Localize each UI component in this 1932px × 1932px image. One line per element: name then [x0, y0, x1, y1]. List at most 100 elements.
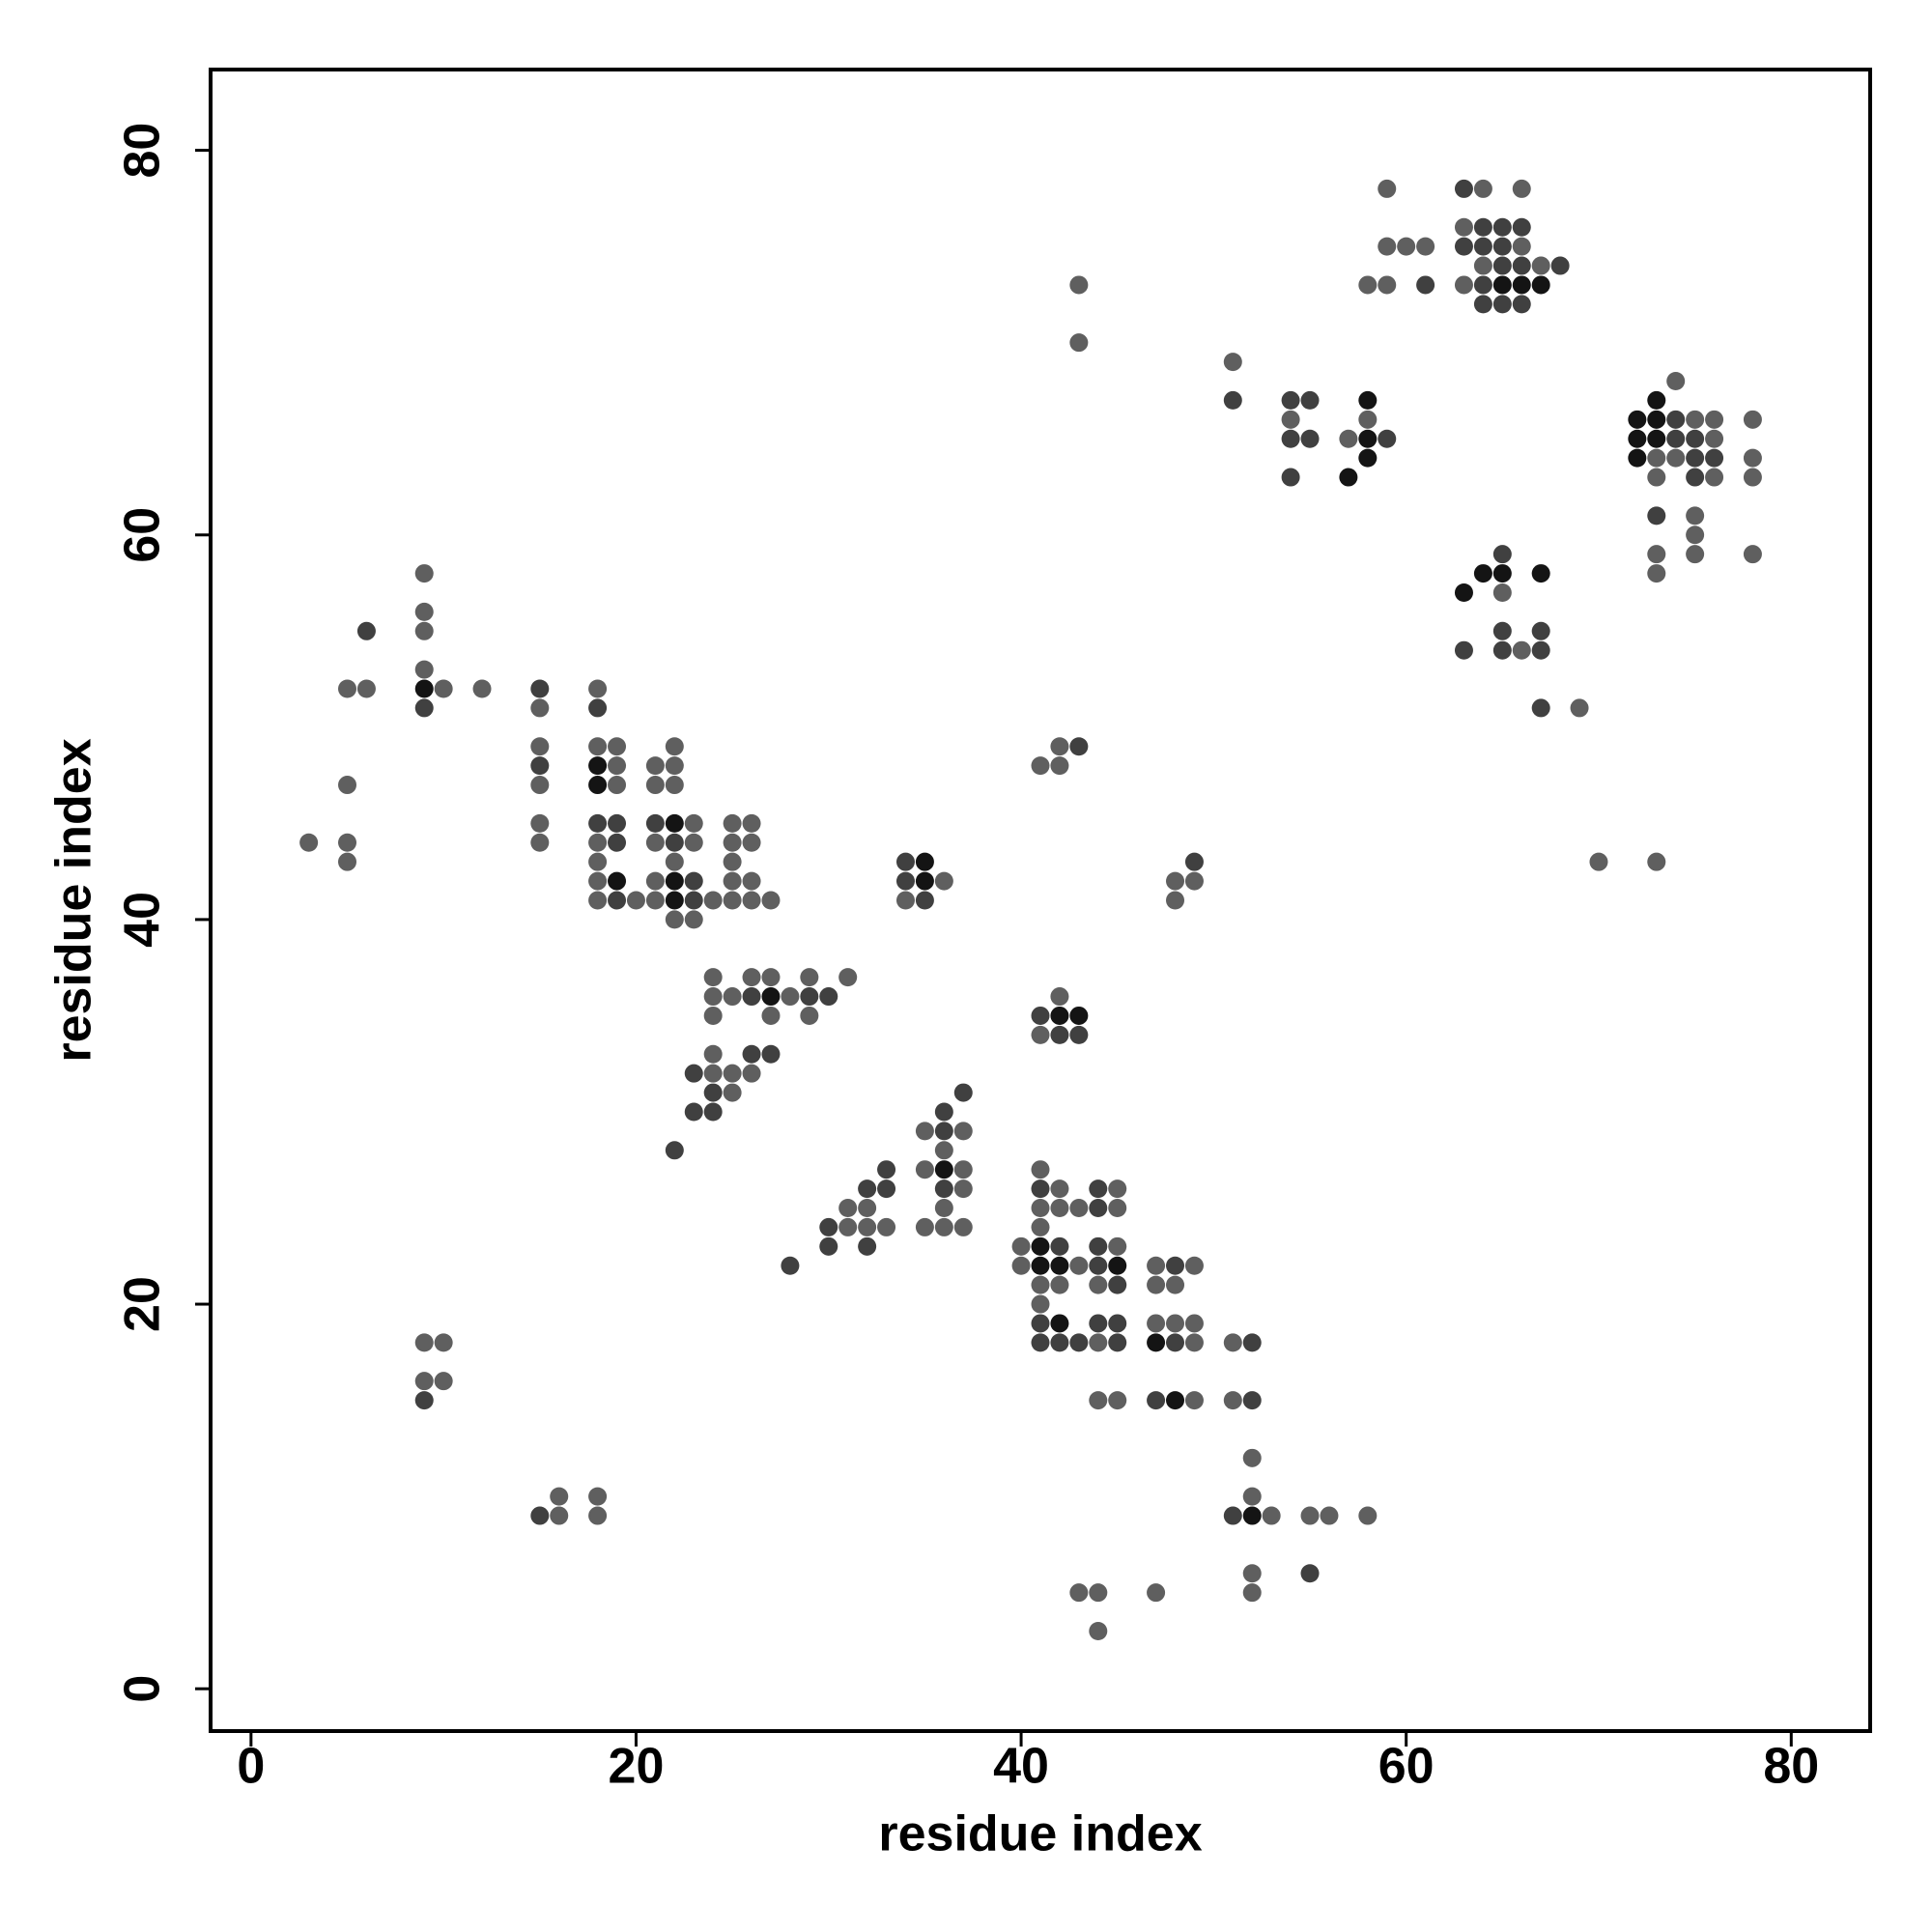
point [1166, 1314, 1185, 1333]
point [877, 1160, 896, 1179]
point [588, 756, 608, 776]
point [588, 679, 608, 698]
point [1300, 390, 1320, 410]
point [1512, 275, 1531, 295]
point [781, 987, 800, 1007]
point [1570, 698, 1589, 718]
point [1358, 1506, 1378, 1525]
point [645, 833, 665, 852]
point [800, 1006, 819, 1025]
point [1300, 1564, 1320, 1583]
point [1108, 1179, 1127, 1199]
point [1492, 237, 1512, 256]
point [588, 813, 608, 833]
point [858, 1217, 877, 1236]
point [1108, 1275, 1127, 1294]
point [1492, 640, 1512, 660]
point [1705, 410, 1724, 429]
point [800, 968, 819, 987]
point [608, 891, 627, 910]
point [1089, 1621, 1108, 1640]
point [684, 891, 703, 910]
point [1031, 1025, 1050, 1044]
point [1242, 1487, 1262, 1506]
point [588, 1487, 608, 1506]
point [414, 621, 434, 640]
point [684, 871, 703, 891]
point [299, 833, 319, 852]
x-axis-title: residue index [878, 1806, 1202, 1862]
point [1050, 1199, 1069, 1218]
point [1686, 526, 1705, 545]
point [1512, 295, 1531, 314]
point [723, 833, 742, 852]
point [608, 871, 627, 891]
point [338, 679, 357, 698]
point [1147, 1256, 1166, 1275]
x-tick-label: 40 [993, 1739, 1049, 1795]
point [723, 891, 742, 910]
point [1184, 1314, 1204, 1333]
point [915, 1160, 934, 1179]
point [703, 1102, 723, 1122]
point [588, 871, 608, 891]
point [934, 1179, 953, 1199]
point [414, 679, 434, 698]
point [1339, 468, 1358, 487]
point [1108, 1314, 1127, 1333]
point [1242, 1333, 1262, 1352]
point [1512, 179, 1531, 198]
point [550, 1506, 569, 1525]
point [1686, 468, 1705, 487]
point [665, 910, 684, 929]
point [1031, 1256, 1050, 1275]
point [665, 1141, 684, 1160]
point [608, 833, 627, 852]
point [1069, 1256, 1089, 1275]
point [608, 776, 627, 795]
point [1069, 1199, 1089, 1218]
point [1454, 217, 1473, 237]
point [1031, 1006, 1050, 1025]
point [1378, 275, 1397, 295]
point [1108, 1236, 1127, 1256]
point [1223, 390, 1242, 410]
point [1512, 256, 1531, 275]
point [1184, 852, 1204, 871]
point [1089, 1275, 1108, 1294]
point [934, 1102, 953, 1122]
point [1705, 429, 1724, 448]
point [665, 891, 684, 910]
point [1686, 410, 1705, 429]
point [645, 871, 665, 891]
point [1473, 237, 1492, 256]
point [1358, 448, 1378, 468]
point [588, 1506, 608, 1525]
point [1666, 448, 1686, 468]
point [434, 1372, 453, 1391]
point [838, 968, 858, 987]
point [723, 871, 742, 891]
point [1242, 1583, 1262, 1603]
point [915, 891, 934, 910]
point [1223, 1391, 1242, 1410]
point [1223, 1333, 1242, 1352]
point [1743, 448, 1762, 468]
point [1492, 545, 1512, 564]
point [665, 776, 684, 795]
point [645, 776, 665, 795]
point [1647, 410, 1666, 429]
point [915, 1217, 934, 1236]
point [761, 1006, 781, 1025]
point [645, 891, 665, 910]
point [1166, 1256, 1185, 1275]
point [434, 1333, 453, 1352]
point [1166, 891, 1185, 910]
point [1647, 390, 1666, 410]
point [1108, 1256, 1127, 1275]
point [1300, 1506, 1320, 1525]
point [1108, 1391, 1127, 1410]
point [1686, 448, 1705, 468]
